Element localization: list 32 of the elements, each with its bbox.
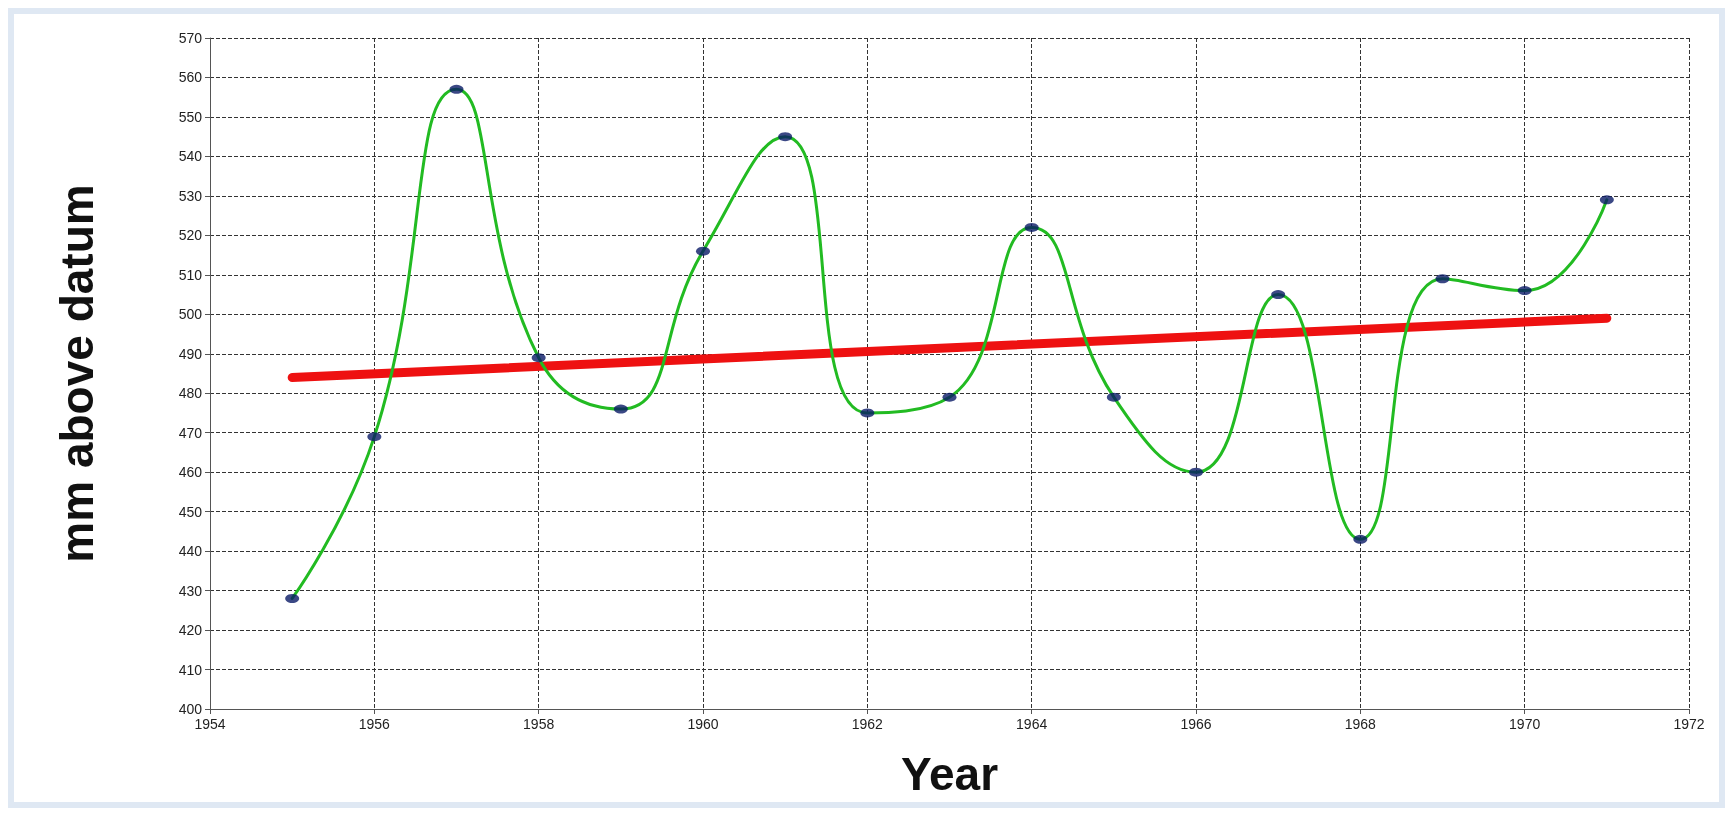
y-tick-label: 460 — [178, 464, 203, 481]
y-tick-label: 510 — [178, 266, 203, 283]
y-tick-label: 450 — [178, 503, 203, 520]
x-tick-label: 1958 — [523, 716, 555, 732]
y-axis-title: mm above datum — [51, 184, 103, 563]
x-tick-label: 1972 — [1673, 716, 1705, 732]
y-tick-label: 490 — [178, 345, 203, 362]
x-tick-label: 1962 — [851, 716, 884, 732]
y-tick-label: 550 — [178, 108, 203, 125]
y-tick-label: 500 — [178, 306, 203, 323]
y-tick-label: 420 — [178, 622, 203, 639]
y-tick-label: 430 — [178, 582, 203, 599]
x-tick-label: 1964 — [1016, 716, 1048, 732]
x-tick-label: 1970 — [1509, 716, 1541, 732]
y-tick-label: 440 — [178, 543, 203, 560]
y-tick-label: 570 — [178, 30, 203, 46]
x-tick-label: 1966 — [1180, 716, 1212, 732]
point — [1189, 467, 1203, 477]
x-tick-label: 1960 — [687, 716, 719, 732]
x-tick-label: 1956 — [358, 716, 391, 732]
y-tick-label: 520 — [178, 227, 203, 244]
x-tick-label: 1954 — [194, 716, 226, 732]
x-axis-title: Year — [900, 748, 999, 800]
y-tick-label: 470 — [178, 424, 203, 441]
y-tick-label: 410 — [178, 661, 203, 678]
y-tick-label: 560 — [178, 69, 203, 86]
point — [696, 246, 710, 256]
y-tick-label: 540 — [178, 148, 203, 165]
y-tick-label: 530 — [178, 187, 203, 204]
y-tick-label: 400 — [178, 701, 203, 717]
y-tick-label: 480 — [178, 385, 203, 402]
x-tick-label: 1968 — [1344, 716, 1377, 732]
